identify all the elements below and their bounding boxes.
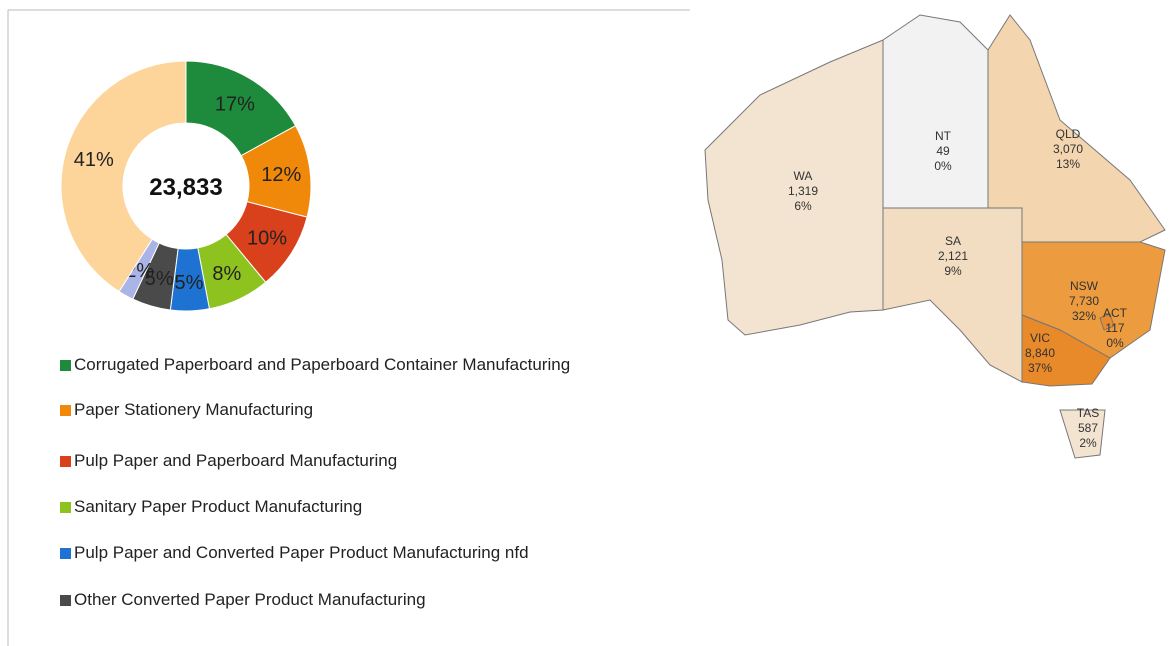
region-label: SA [945,234,961,248]
legend-label: Corrugated Paperboard and Paperboard Con… [74,355,571,374]
region-label: 13% [1056,157,1080,171]
region-label: 2% [1079,436,1097,450]
legend-item: Paper Stationery Manufacturing [60,400,594,420]
center-label: 23,833 [149,174,222,201]
legend-swatch [60,548,71,559]
region-label: 0% [1106,336,1124,350]
region-label: 6% [794,199,812,213]
region-label: WA [794,169,813,183]
region [1099,313,1115,331]
region [882,207,1023,383]
region-label: 117 [1105,321,1124,335]
region-label: 3,070 [1053,142,1083,156]
region [1059,409,1106,459]
region-label: VIC [1030,331,1050,345]
region-label: 32% [1072,309,1096,323]
legend-swatch [60,405,71,416]
legend-label: Pulp Paper and Converted Paper Product M… [74,543,529,562]
region-label: 2,121 [938,249,968,263]
region-label: 49 [936,144,950,158]
slice-label: 5% [175,272,204,294]
region-label: 9% [944,264,962,278]
legend-item: Sanitary Paper Product Manufacturing [60,497,594,517]
region-label: 8,840 [1025,346,1055,360]
slice-label: 8% [212,263,241,285]
legend-swatch [60,595,71,606]
legend-item: Corrugated Paperboard and Paperboard Con… [60,355,594,375]
region-label: NT [935,129,952,143]
region-label: QLD [1056,127,1081,141]
legend-label: Pulp Paper and Paperboard Manufacturing [74,451,398,470]
region [704,39,884,336]
legend-label: Sanitary Paper Product Manufacturing [74,497,363,516]
region-label: 7,730 [1069,294,1099,308]
region-label: ACT [1103,306,1128,320]
legend-swatch [60,360,71,371]
legend-item: Other Converted Paper Product Manufactur… [60,590,594,610]
slice-label: 10% [247,227,287,249]
legend-item: Pulp Paper and Converted Paper Product M… [60,543,594,563]
slice-label: 5% [145,268,174,290]
region-label: NSW [1070,279,1099,293]
region-label: 587 [1078,421,1098,435]
region-label: 0% [934,159,952,173]
legend-swatch [60,456,71,467]
legend-label: Paper Stationery Manufacturing [74,400,314,419]
slice-label: 17% [215,93,255,115]
legend-swatch [60,502,71,513]
slice-label: 41% [74,149,114,171]
slice-label: 12% [261,164,301,186]
region-label: 37% [1028,361,1052,375]
slice [60,60,187,293]
legend-label: Other Converted Paper Product Manufactur… [74,590,426,609]
region [1021,314,1111,387]
region-label: 1,319 [788,184,818,198]
region [882,14,989,209]
legend-item: Pulp Paper and Paperboard Manufacturing [60,451,594,471]
region-label: TAS [1077,406,1099,420]
